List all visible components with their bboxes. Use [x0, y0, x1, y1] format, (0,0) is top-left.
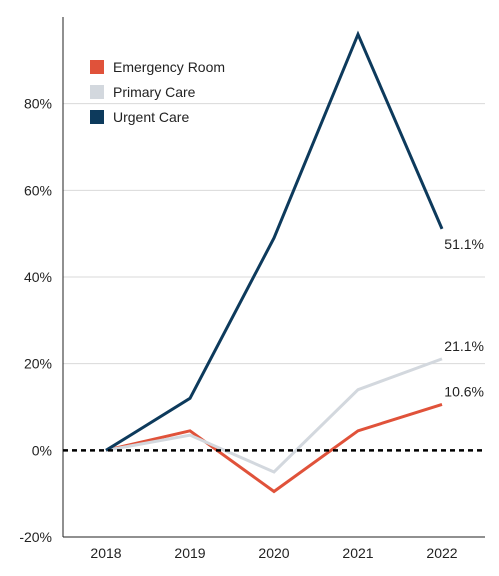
x-tick-label: 2020: [258, 545, 289, 561]
y-tick-label: 40%: [24, 269, 52, 285]
end-label: 21.1%: [444, 338, 484, 354]
series-lines: [63, 30, 485, 494]
y-tick-label: 60%: [24, 182, 52, 198]
series-line-emergency-room: [105, 402, 443, 494]
tick-labels: -20% 0% 20% 40% 60% 80% 2018 2019 2020 2021 2022: [19, 96, 457, 561]
x-tick-label: 2021: [342, 545, 373, 561]
y-tick-label: 0%: [32, 442, 52, 458]
series-line-urgent-care: [105, 30, 444, 452]
end-label: 10.6%: [444, 383, 484, 399]
x-tick-label: 2019: [174, 545, 205, 561]
end-labels: 10.6% 21.1% 51.1%: [444, 236, 484, 400]
legend-swatch: [90, 85, 104, 99]
legend-label: Emergency Room: [113, 59, 225, 75]
x-tick-label: 2022: [426, 545, 457, 561]
y-tick-label: -20%: [19, 529, 52, 545]
x-tick-label: 2018: [90, 545, 121, 561]
series-line-primary-care: [105, 357, 443, 474]
y-tick-label: 20%: [24, 356, 52, 372]
legend-swatch: [90, 110, 104, 124]
y-tick-label: 80%: [24, 96, 52, 112]
legend-label: Urgent Care: [113, 109, 189, 125]
legend-swatch: [90, 60, 104, 74]
legend: Emergency Room Primary Care Urgent Care: [90, 59, 225, 125]
end-label: 51.1%: [444, 236, 484, 252]
legend-label: Primary Care: [113, 84, 196, 100]
